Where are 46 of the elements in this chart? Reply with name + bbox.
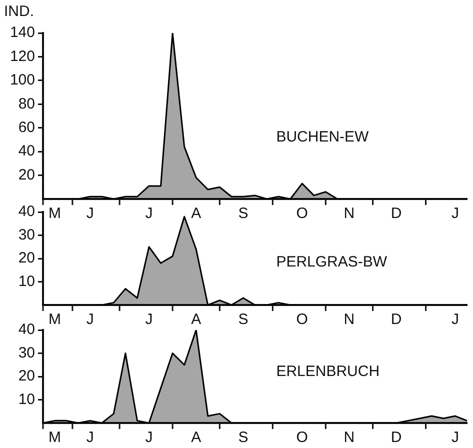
y-tick-label: 20 (18, 250, 35, 267)
x-tick-label: S (238, 429, 248, 446)
text: ERLENBRUCH (276, 362, 380, 380)
x-tick-label: A (191, 205, 202, 222)
y-axis-title: IND. (4, 3, 34, 20)
x-tick-label: N (344, 311, 355, 328)
x-tick-label: J (145, 429, 153, 446)
x-tick-label: O (296, 205, 308, 222)
x-tick-label: J (86, 429, 94, 446)
x-tick-label: D (390, 205, 402, 222)
y-tick-label: 100 (10, 72, 35, 89)
x-tick-label: J (451, 205, 459, 222)
y-tick-label: 60 (18, 119, 35, 136)
x-tick-label: N (344, 205, 355, 222)
x-tick-label: S (238, 205, 248, 222)
y-tick-label: 30 (18, 226, 35, 244)
y-tick-label: 20 (18, 368, 35, 385)
x-tick-label: J (451, 429, 459, 446)
x-tick-label: J (145, 311, 153, 328)
y-tick-label: 10 (18, 272, 35, 290)
y-tick-label: 40 (18, 142, 35, 160)
y-tick-label: 140 (10, 24, 35, 42)
x-tick-label: O (296, 311, 308, 328)
x-tick-label: J (451, 311, 459, 328)
x-tick-label: A (191, 311, 202, 328)
y-tick-label: 120 (10, 48, 35, 65)
x-tick-label: D (390, 429, 402, 446)
y-tick-label: 80 (18, 95, 35, 112)
y-tick-label: 20 (18, 166, 35, 184)
text: BUCHEN-EW (276, 128, 370, 146)
x-tick-label: A (191, 429, 202, 446)
y-tick-label: 40 (18, 321, 35, 338)
x-tick-label: D (390, 311, 402, 328)
x-tick-label: O (296, 429, 308, 446)
y-tick-label: 10 (18, 390, 35, 408)
y-tick-label: 30 (18, 344, 35, 362)
x-tick-label: J (86, 311, 94, 328)
x-tick-label: M (48, 429, 62, 446)
y-tick-label: 40 (18, 203, 35, 220)
x-tick-label: M (48, 311, 62, 328)
x-tick-label: M (48, 205, 62, 222)
x-tick-label: S (238, 311, 248, 328)
x-tick-label: J (86, 205, 94, 222)
text: PERLGRAS-BW (276, 253, 388, 270)
x-tick-label: N (344, 429, 355, 446)
x-tick-label: J (145, 205, 153, 222)
